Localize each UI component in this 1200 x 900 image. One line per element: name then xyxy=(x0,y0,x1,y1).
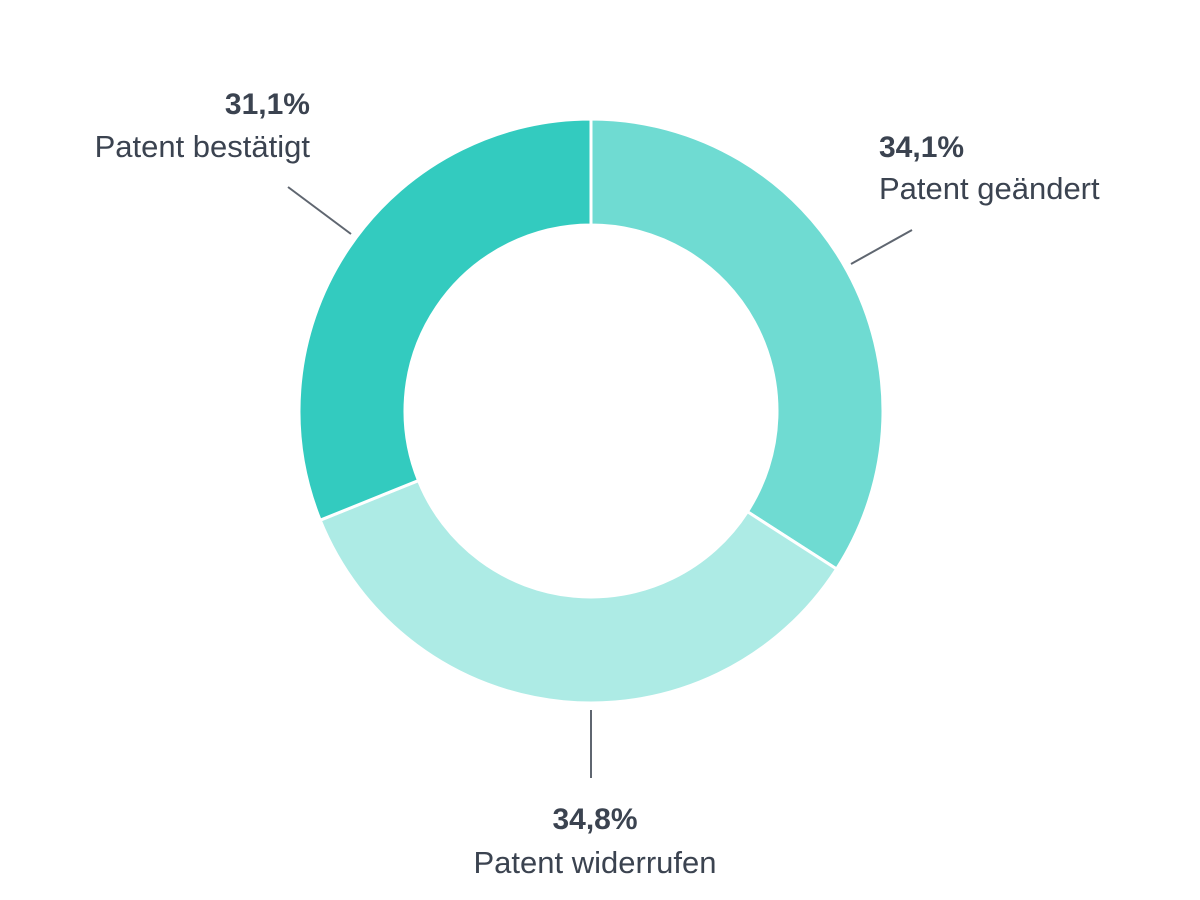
slice-patent-geaendert xyxy=(591,119,883,569)
leader-line-bestaetigt xyxy=(288,187,351,234)
value-label-widerrufen: 34,8% xyxy=(552,803,637,836)
value-label-bestaetigt: 31,1% xyxy=(225,88,310,121)
category-label-bestaetigt: Patent bestätigt xyxy=(95,129,311,164)
donut-slices xyxy=(299,119,883,703)
slice-patent-bestaetigt xyxy=(299,119,591,520)
value-label-geaendert: 34,1% xyxy=(879,131,964,164)
category-label-widerrufen: Patent widerrufen xyxy=(474,845,717,880)
leader-line-geaendert xyxy=(851,230,912,264)
category-label-geaendert: Patent geändert xyxy=(879,171,1100,206)
